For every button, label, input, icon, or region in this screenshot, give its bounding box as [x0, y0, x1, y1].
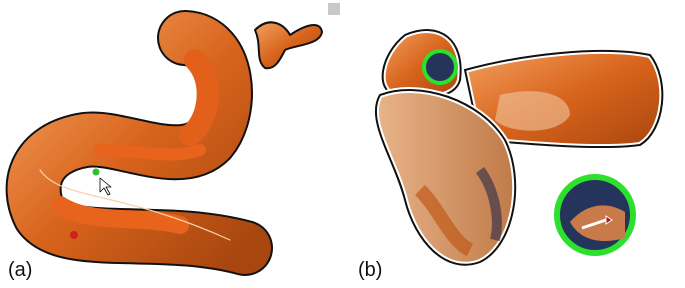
- panel-a: [34, 3, 340, 248]
- figure: (a) (b): [0, 0, 685, 288]
- panel-b: [376, 30, 662, 265]
- panel-label: (a): [8, 259, 32, 281]
- panel-label: (b): [358, 259, 382, 281]
